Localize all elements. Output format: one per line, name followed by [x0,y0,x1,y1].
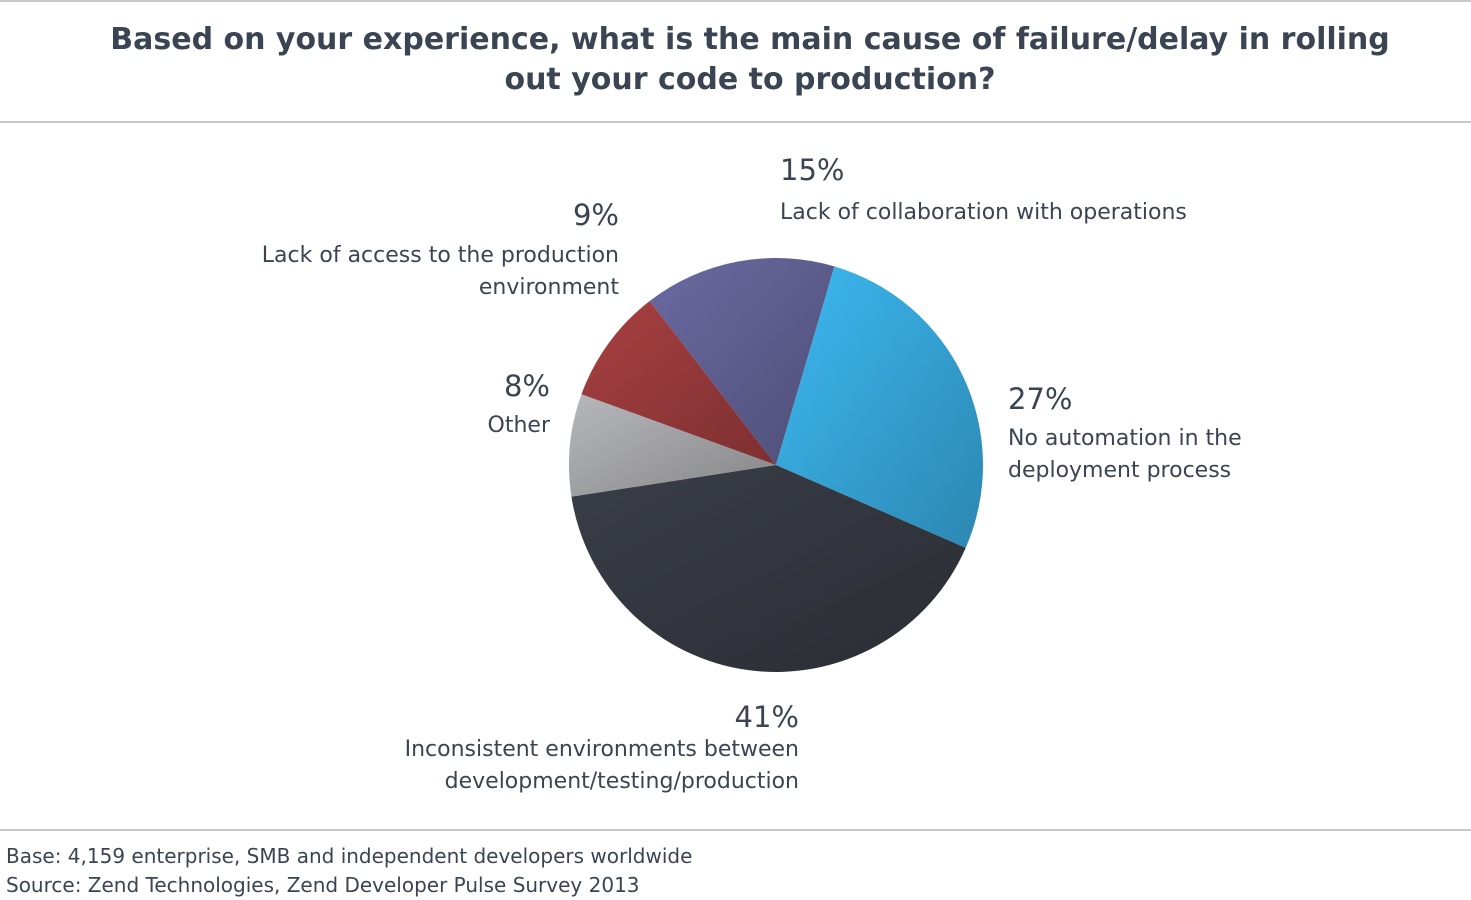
slice-percent-inconsistent: 41% [734,700,799,734]
chart-title: Based on your experience, what is the ma… [60,20,1440,100]
slice-text-access-2: environment [478,275,619,300]
slice-percent-access: 9% [572,198,619,232]
slice-label-other: 8% Other [488,369,550,442]
footer: Base: 4,159 enterprise, SMB and independ… [6,842,692,900]
pie-slice-access [581,301,776,465]
slice-text-inconsistent-1: Inconsistent environments between [404,737,799,762]
slice-text-other: Other [487,413,550,438]
top-rule [0,0,1471,2]
slice-percent-other: 8% [503,369,550,403]
title-divider [0,121,1471,123]
title-line-2: out your code to production? [504,62,996,97]
slice-label-inconsistent: 41% Inconsistent environments between de… [405,700,799,798]
slice-text-inconsistent-2: development/testing/production [444,769,799,794]
footer-base: Base: 4,159 enterprise, SMB and independ… [6,844,693,868]
pie-slice-automation [776,266,984,548]
pie-slice-collaboration [649,258,835,465]
slice-label-automation: 27% No automation in the deployment proc… [1008,382,1242,487]
slice-percent-collaboration: 15% [780,153,845,187]
footer-source: Source: Zend Technologies, Zend Develope… [6,873,640,897]
slice-text-access-1: Lack of access to the production [261,243,619,268]
pie-slice-other [569,394,776,497]
slice-label-access: 9% Lack of access to the production envi… [262,198,619,304]
title-line-1: Based on your experience, what is the ma… [110,22,1390,57]
pie-slice-inconsistent [571,465,966,672]
slice-text-automation-1: No automation in the [1008,426,1242,451]
footer-divider [0,829,1471,831]
slice-label-collaboration: 15% Lack of collaboration with operation… [780,153,1187,229]
slice-percent-automation: 27% [1008,382,1073,416]
slice-text-collaboration: Lack of collaboration with operations [780,200,1187,225]
slice-text-automation-2: deployment process [1008,458,1232,483]
